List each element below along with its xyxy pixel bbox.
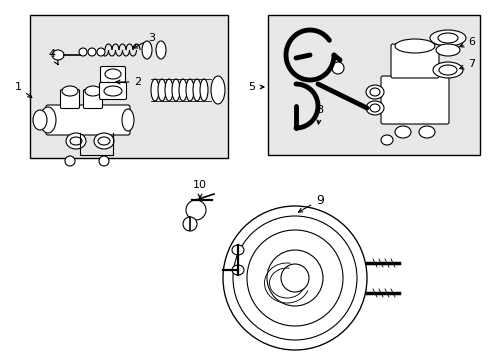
Text: 8: 8 [316, 105, 323, 124]
Text: 9: 9 [298, 194, 323, 212]
Ellipse shape [435, 44, 459, 56]
Ellipse shape [88, 48, 96, 56]
Ellipse shape [62, 86, 78, 96]
Ellipse shape [369, 88, 379, 96]
Bar [267, 15, 479, 155]
Ellipse shape [158, 79, 165, 101]
Ellipse shape [142, 41, 152, 59]
Ellipse shape [365, 101, 383, 115]
Bar [30, 15, 227, 158]
Ellipse shape [79, 48, 87, 56]
Circle shape [185, 200, 205, 220]
Ellipse shape [200, 79, 207, 101]
Ellipse shape [97, 48, 105, 56]
Circle shape [266, 250, 323, 306]
FancyBboxPatch shape [390, 44, 438, 78]
Ellipse shape [193, 79, 201, 101]
Ellipse shape [418, 126, 434, 138]
FancyBboxPatch shape [61, 90, 80, 108]
Ellipse shape [85, 86, 101, 96]
Ellipse shape [66, 133, 86, 149]
Text: 3: 3 [133, 33, 155, 48]
Circle shape [246, 230, 342, 326]
Ellipse shape [156, 41, 165, 59]
Ellipse shape [52, 50, 64, 60]
FancyBboxPatch shape [380, 76, 448, 124]
Ellipse shape [331, 62, 343, 74]
Ellipse shape [369, 104, 379, 112]
FancyBboxPatch shape [101, 67, 125, 82]
Ellipse shape [65, 156, 75, 166]
FancyBboxPatch shape [99, 82, 126, 99]
Circle shape [281, 264, 308, 292]
Ellipse shape [429, 30, 465, 46]
Text: 5: 5 [248, 82, 264, 92]
Circle shape [232, 216, 356, 340]
Ellipse shape [432, 62, 462, 78]
Ellipse shape [380, 135, 392, 145]
Ellipse shape [365, 85, 383, 99]
Ellipse shape [105, 69, 121, 79]
Text: 4: 4 [48, 49, 58, 65]
Ellipse shape [179, 79, 186, 101]
Ellipse shape [164, 79, 173, 101]
Ellipse shape [94, 133, 114, 149]
Ellipse shape [98, 137, 110, 145]
Ellipse shape [99, 156, 109, 166]
Text: 10: 10 [193, 180, 206, 198]
Circle shape [183, 217, 197, 231]
Ellipse shape [122, 109, 134, 131]
Ellipse shape [185, 79, 194, 101]
Ellipse shape [172, 79, 180, 101]
Ellipse shape [70, 137, 82, 145]
Ellipse shape [210, 76, 224, 104]
Text: 1: 1 [15, 82, 32, 98]
FancyBboxPatch shape [46, 105, 130, 135]
Ellipse shape [33, 110, 47, 130]
Text: 6: 6 [459, 37, 474, 47]
Ellipse shape [394, 39, 434, 53]
Ellipse shape [40, 107, 56, 133]
Ellipse shape [394, 126, 410, 138]
Ellipse shape [231, 245, 244, 255]
Ellipse shape [231, 265, 244, 275]
Ellipse shape [438, 65, 456, 75]
FancyBboxPatch shape [83, 90, 102, 108]
Text: 2: 2 [116, 77, 141, 87]
Ellipse shape [437, 33, 457, 43]
Text: 7: 7 [459, 59, 475, 69]
Circle shape [223, 206, 366, 350]
Ellipse shape [151, 79, 159, 101]
Ellipse shape [104, 86, 122, 96]
